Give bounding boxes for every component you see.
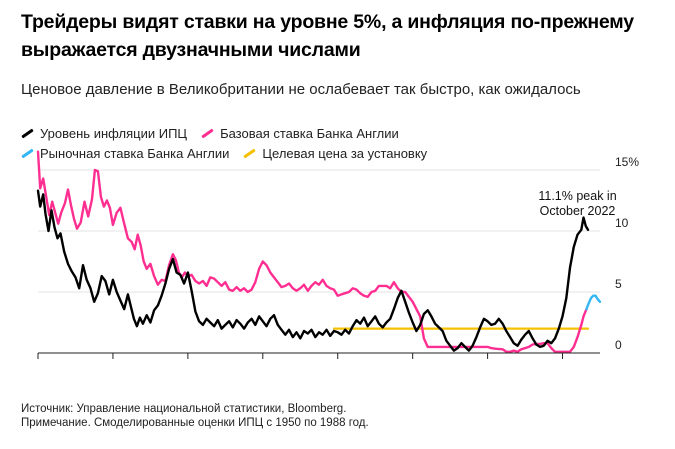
chart-subtitle: Ценовое давление в Великобритании не осл… bbox=[21, 81, 581, 98]
y-tick-label: 5 bbox=[615, 277, 622, 291]
y-axis-ticks: 15% 10 5 0 bbox=[615, 155, 639, 352]
legend-item-cpi: Уровень инфляции ИПЦ bbox=[21, 126, 187, 141]
legend: Уровень инфляции ИПЦ Базовая ставка Банк… bbox=[21, 123, 661, 163]
series-lines bbox=[36, 150, 602, 353]
legend-item-base-rate: Базовая ставка Банка Англии bbox=[201, 126, 399, 141]
chart-title: Трейдеры видят ставки на уровне 5%, а ин… bbox=[21, 11, 634, 61]
market-rate-line bbox=[585, 294, 602, 311]
legend-row-1: Уровень инфляции ИПЦ Базовая ставка Банк… bbox=[21, 123, 661, 143]
x-axis-ticks bbox=[37, 353, 564, 359]
legend-item-market-rate: Рыночная ставка Банка Англии bbox=[21, 146, 229, 161]
base-rate-line bbox=[36, 150, 588, 353]
cpi-line bbox=[36, 189, 590, 352]
legend-row-2: Рыночная ставка Банка Англии Целевая цен… bbox=[21, 143, 661, 163]
y-tick-label: 15% bbox=[615, 155, 639, 169]
footer-note: Примечание. Смоделированные оценки ИПЦ с… bbox=[21, 417, 369, 429]
legend-label-market-rate: Рыночная ставка Банка Англии bbox=[40, 145, 230, 161]
footer-source: Источник: Управление национальной статис… bbox=[21, 403, 347, 415]
gridlines bbox=[38, 169, 600, 293]
peak-annotation-line-2: October 2022 bbox=[540, 204, 616, 218]
peak-annotation-line-1: 11.1% peak in bbox=[538, 189, 616, 203]
legend-label-target: Целевая цена за установку bbox=[262, 145, 428, 161]
legend-label-base-rate: Базовая ставка Банка Англии bbox=[220, 125, 399, 141]
y-tick-label: 10 bbox=[615, 216, 629, 230]
legend-label-cpi: Уровень инфляции ИПЦ bbox=[40, 125, 188, 141]
y-tick-label: 0 bbox=[615, 338, 622, 352]
chart-footer: Источник: Управление национальной статис… bbox=[21, 402, 369, 430]
legend-item-target: Целевая цена за установку bbox=[243, 146, 427, 161]
